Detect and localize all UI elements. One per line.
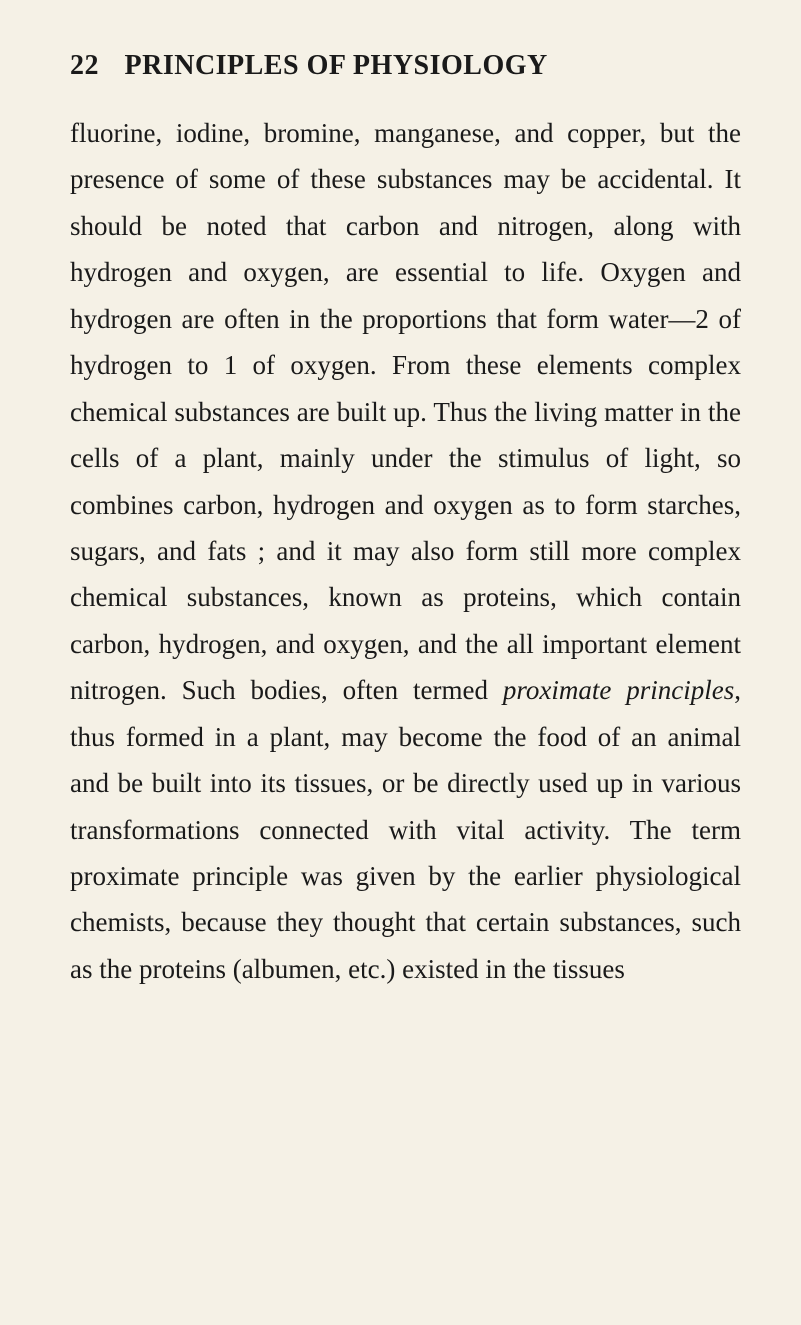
page-title: PRINCIPLES OF PHYSIOLOGY <box>125 50 548 81</box>
body-text-segment-2: , thus formed in a plant, may become the… <box>70 675 741 984</box>
page-container: 22 PRINCIPLES OF PHYSIOLOGY fluorine, io… <box>0 0 801 1042</box>
page-header: 22 PRINCIPLES OF PHYSIOLOGY <box>70 50 741 82</box>
body-paragraph: fluorine, iodine, bromine, manganese, an… <box>70 110 741 992</box>
italic-term: proximate prin­ciples <box>503 675 734 705</box>
page-number: 22 <box>70 50 99 81</box>
body-text-segment-1: fluorine, iodine, bromine, manganese, an… <box>70 118 741 705</box>
